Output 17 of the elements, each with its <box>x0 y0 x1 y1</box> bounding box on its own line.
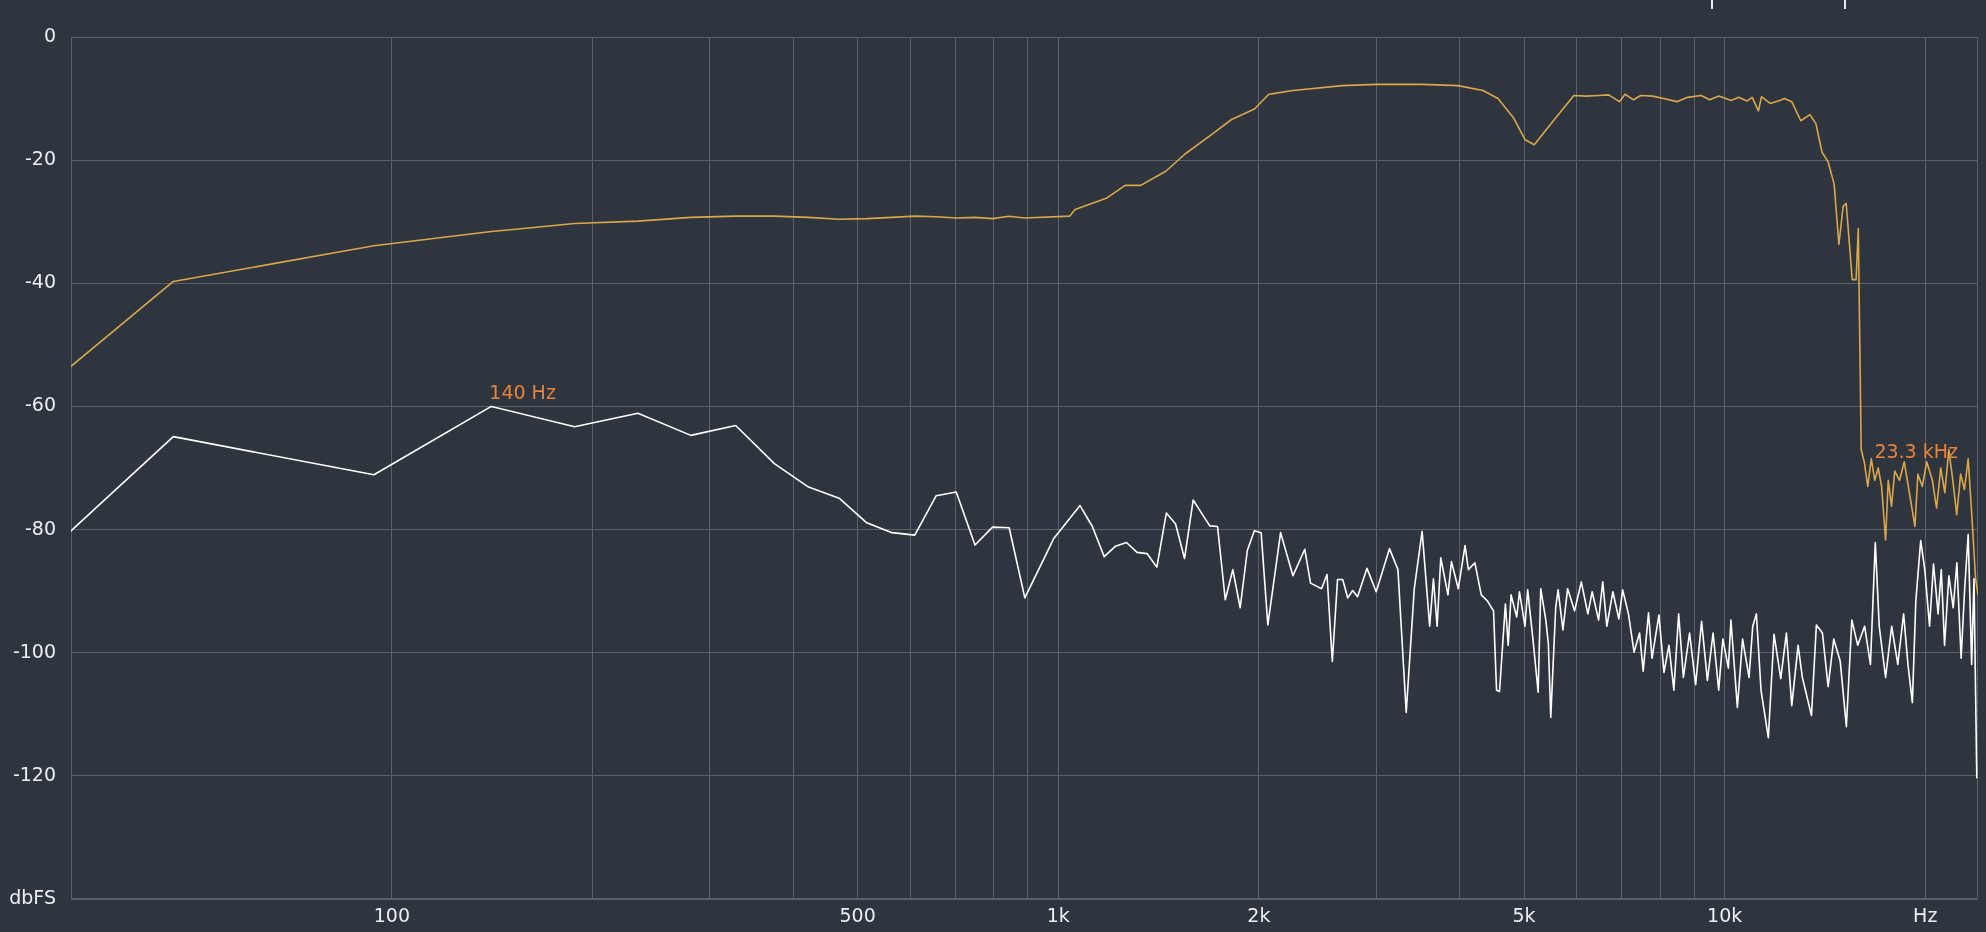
x-tick-label: 100 <box>373 904 410 927</box>
x-tick-label: 10k <box>1707 904 1743 927</box>
y-tick-label: -100 <box>12 639 56 662</box>
y-tick-label: 0 <box>43 23 56 46</box>
y-tick-label: -60 <box>24 393 56 416</box>
x-tick-label: Hz <box>1913 904 1938 927</box>
x-tick-label: 2k <box>1247 904 1271 927</box>
annotation: 23.3 kHz <box>1874 440 1959 462</box>
x-tick-label: 1k <box>1046 904 1070 927</box>
y-tick-label: -120 <box>12 762 56 785</box>
y-tick-label: -80 <box>24 516 56 539</box>
y-tick-label: dbFS <box>9 885 56 908</box>
y-tick-label: -20 <box>24 147 56 170</box>
x-tick-label: 500 <box>839 904 876 927</box>
annotation: 140 Hz <box>489 381 556 404</box>
y-tick-label: -40 <box>24 270 56 293</box>
x-tick-label: 5k <box>1512 904 1536 927</box>
